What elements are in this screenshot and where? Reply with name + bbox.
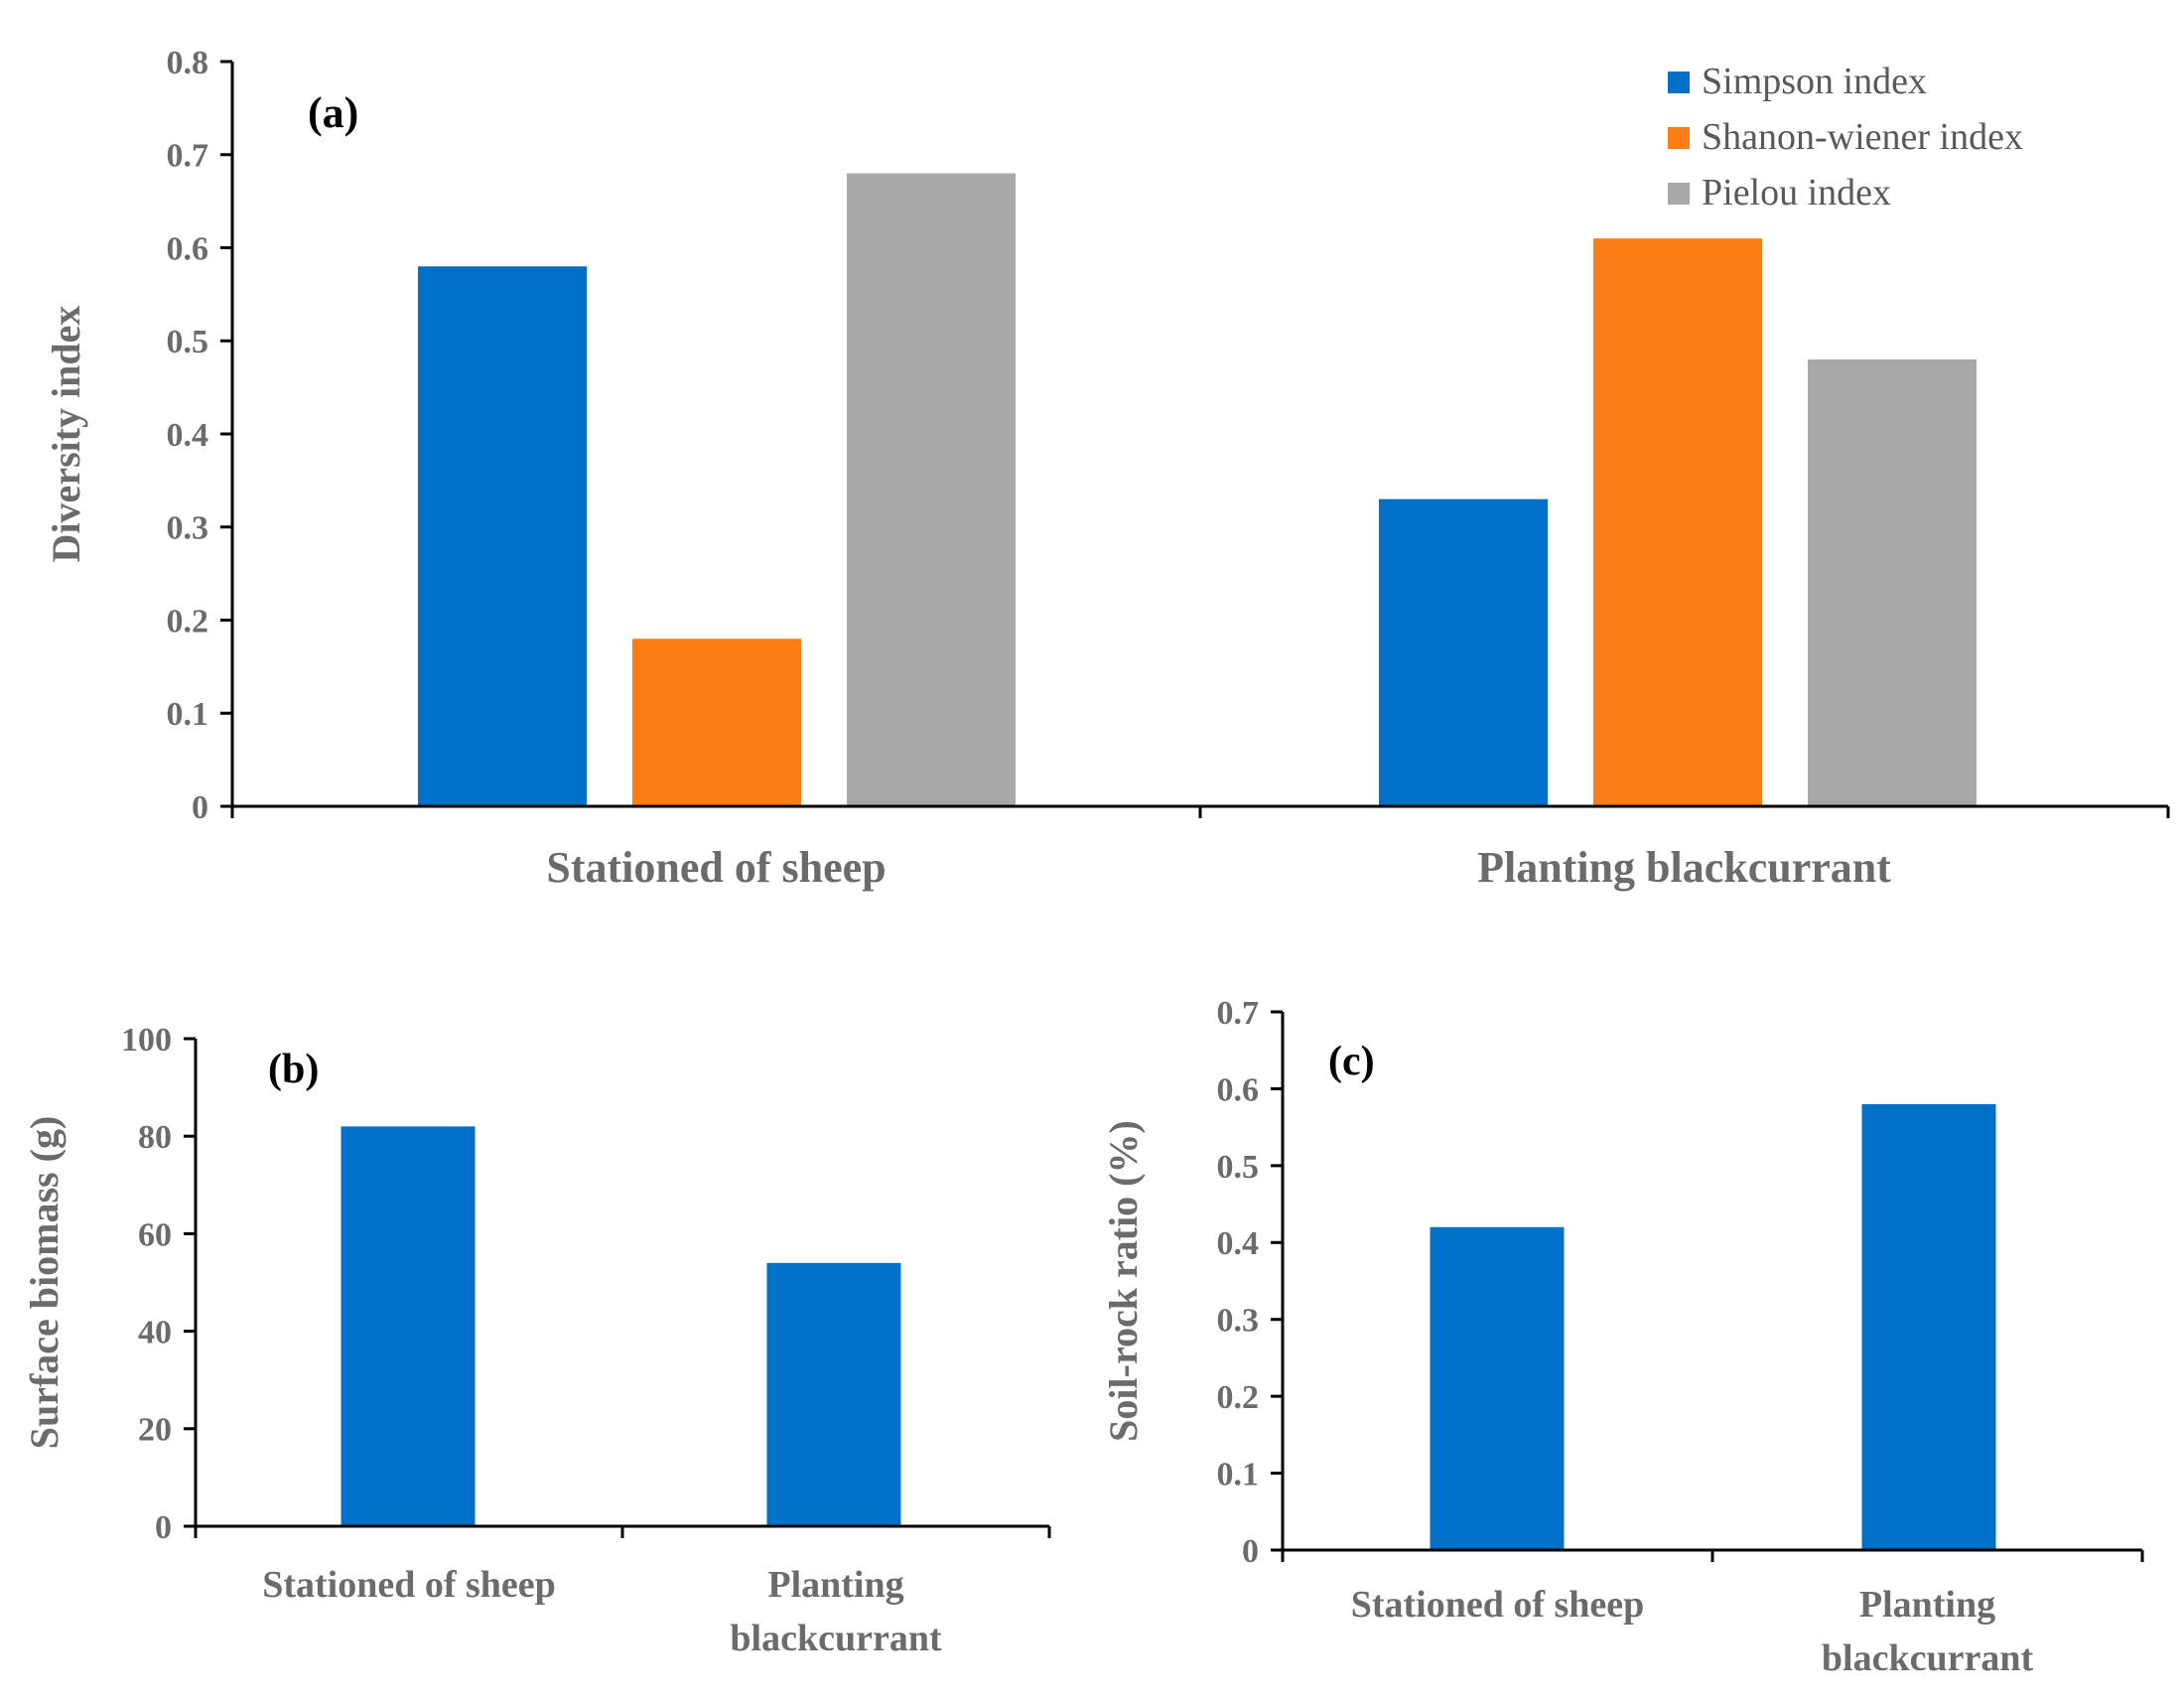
y-axis-title-c: Soil-rock ratio (%) xyxy=(1101,1120,1146,1442)
y-tick-label-a-1: 0.1 xyxy=(167,696,209,733)
legend-swatch-simpson-index xyxy=(1668,71,1690,93)
y-tick-label-a-4: 0.4 xyxy=(167,417,209,454)
bar-b-surface-biomass-2 xyxy=(766,1262,901,1526)
y-tick-label-c-3: 0.3 xyxy=(1217,1303,1260,1340)
bar-a-shanon-wiener-index-2 xyxy=(1593,238,1762,806)
bar-c-soil-rock-ratio-2 xyxy=(1861,1103,1996,1550)
category-label-a-1: Stationed of sheep xyxy=(546,843,886,892)
panel-label-c: (c) xyxy=(1328,1039,1375,1084)
legend-label-pielou-index: Pielou index xyxy=(1702,172,1891,213)
panel-a: 0 0.1 0.2 0.3 0.4 0.5 0.6 0.7 0.8 Stationed of sh… xyxy=(44,45,2170,892)
y-tick-label-b-2: 40 xyxy=(138,1315,172,1351)
y-tick-label-c-4: 0.4 xyxy=(1217,1225,1260,1262)
category-label-b-2-line2: blackcurrant xyxy=(730,1618,942,1659)
category-label-b-1: Stationed of sheep xyxy=(262,1564,556,1606)
y-tick-label-a-7: 0.7 xyxy=(167,138,209,175)
panel-label-a: (a) xyxy=(308,88,358,137)
y-tick-label-b-0: 0 xyxy=(155,1509,172,1546)
panel-b: 0 20 40 60 80 100 Stationed of sheep Planting bl… xyxy=(22,1022,1051,1659)
category-label-c-2-line1: Planting xyxy=(1859,1584,1995,1626)
bar-c-soil-rock-ratio-1 xyxy=(1430,1226,1565,1550)
legend-label-shanon-wiener-index: Shanon-wiener index xyxy=(1702,116,2023,158)
y-tick-label-c-0: 0 xyxy=(1242,1533,1259,1570)
panel-c: 0 0.1 0.2 0.3 0.4 0.5 0.6 0.7 Stationed of sheep… xyxy=(1101,995,2144,1679)
bar-a-pielou-index-2 xyxy=(1808,359,1977,806)
legend-swatch-pielou-index xyxy=(1668,183,1690,205)
y-tick-label-c-1: 0.1 xyxy=(1217,1456,1260,1492)
y-tick-label-a-2: 0.2 xyxy=(167,603,209,639)
y-tick-label-b-3: 60 xyxy=(138,1216,172,1253)
category-label-c-1: Stationed of sheep xyxy=(1351,1584,1645,1626)
bar-a-pielou-index-1 xyxy=(847,173,1016,806)
y-tick-label-c-6: 0.6 xyxy=(1217,1071,1260,1108)
panel-label-b: (b) xyxy=(268,1047,319,1092)
y-tick-label-a-3: 0.3 xyxy=(167,510,209,547)
y-tick-label-b-4: 80 xyxy=(138,1119,172,1156)
bar-a-shanon-wiener-index-1 xyxy=(632,639,801,806)
bar-a-simpson-index-1 xyxy=(418,266,587,806)
y-tick-label-a-0: 0 xyxy=(192,789,208,826)
legend-swatch-shanon-wiener-index xyxy=(1668,127,1690,149)
y-tick-label-a-8: 0.8 xyxy=(167,45,209,81)
category-label-b-2-line1: Planting xyxy=(767,1564,903,1606)
y-axis-title-a: Diversity index xyxy=(44,306,88,563)
y-tick-label-b-5: 100 xyxy=(121,1022,172,1059)
y-tick-label-c-2: 0.2 xyxy=(1217,1379,1260,1416)
y-tick-label-c-5: 0.5 xyxy=(1217,1149,1260,1186)
bar-b-surface-biomass-1 xyxy=(341,1126,476,1526)
y-tick-label-c-7: 0.7 xyxy=(1217,995,1260,1032)
bar-a-simpson-index-2 xyxy=(1379,498,1548,806)
legend-label-simpson-index: Simpson index xyxy=(1702,61,1927,102)
y-tick-label-a-6: 0.6 xyxy=(167,230,209,267)
category-label-a-2: Planting blackcurrant xyxy=(1477,843,1891,892)
category-label-c-2-line2: blackcurrant xyxy=(1822,1637,2034,1679)
y-tick-label-a-5: 0.5 xyxy=(167,324,209,360)
y-axis-title-b: Surface biomass (g) xyxy=(22,1116,67,1450)
legend-a: Simpson index Shanon-wiener index Pielou i… xyxy=(1668,61,2023,213)
y-tick-label-b-1: 20 xyxy=(138,1412,172,1449)
